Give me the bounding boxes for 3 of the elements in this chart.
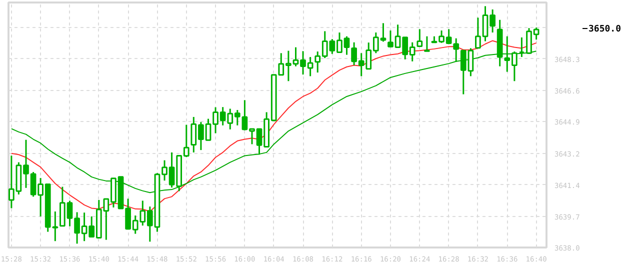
candlestick xyxy=(424,36,430,52)
ref-line-label: 3650.0 xyxy=(588,24,622,35)
candlestick xyxy=(416,28,423,47)
